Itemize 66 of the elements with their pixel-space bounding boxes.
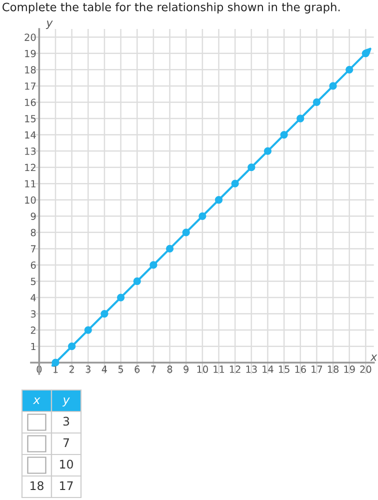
- point: [214, 196, 223, 204]
- point: [182, 228, 190, 236]
- point: [166, 244, 174, 253]
- point: [84, 326, 92, 334]
- point: [296, 114, 304, 122]
- point: [329, 82, 337, 90]
- text: x: [32, 398, 40, 404]
- y-tick-label: 16: [25, 98, 36, 106]
- x-tick-label: 18: [328, 366, 339, 373]
- x-tick-label: 7: [151, 366, 156, 373]
- x-tick-label: 20: [360, 366, 372, 373]
- y-tick-label: 5: [30, 278, 36, 286]
- y-tick-label: 18: [25, 66, 36, 74]
- point: [133, 277, 141, 286]
- y-axis-title: y: [46, 20, 53, 29]
- point: [248, 164, 256, 172]
- point: [280, 130, 288, 139]
- y-tick-label: 10: [25, 196, 36, 204]
- point: [346, 66, 354, 74]
- y-tick-label: 6: [30, 261, 36, 269]
- y-tick-label: 20: [24, 34, 36, 41]
- y-tick-label: 13: [25, 148, 36, 155]
- x-tick-label: 15: [278, 366, 290, 373]
- x-tick-label: 12: [230, 366, 240, 373]
- point: [68, 342, 76, 350]
- x-tick-label: 17: [312, 366, 322, 373]
- point: [264, 147, 272, 155]
- point: [198, 212, 206, 220]
- x-tick-label: 19: [344, 366, 355, 373]
- x-tick-label: 14: [262, 366, 274, 373]
- y-tick-label: 12: [25, 164, 36, 172]
- chart-title: Complete the table for the relationship shown in the graph.: [2, 2, 340, 14]
- point: [100, 310, 108, 318]
- y-tick-label: 8: [30, 228, 36, 236]
- point: [231, 180, 239, 188]
- y-tick-label: 17: [25, 82, 36, 90]
- point: [116, 294, 125, 302]
- y-tick-label: 3: [30, 310, 36, 318]
- x-tick-label: 2: [69, 366, 74, 373]
- x-tick-label: 4: [102, 366, 108, 373]
- x-tick-label: 16: [295, 366, 306, 373]
- text: 10: [60, 460, 73, 469]
- y-tick-label: 14: [25, 131, 36, 138]
- y-tick-label: 7: [30, 245, 36, 252]
- x-axis-title: x: [370, 354, 378, 361]
- point: [312, 98, 321, 106]
- y-tick-label: 19: [25, 50, 36, 58]
- text: 3: [63, 416, 70, 426]
- text: y: [62, 398, 70, 406]
- x-tick-label: 8: [167, 366, 172, 373]
- x-tick-label: 9: [184, 366, 188, 373]
- y-tick-label: 2: [30, 326, 36, 334]
- x-tick-label: 3: [86, 366, 90, 373]
- text: 17: [60, 481, 73, 490]
- x-tick-label: 6: [134, 366, 140, 373]
- x-tick-label: 13: [246, 366, 257, 373]
- y-tick-label: 4: [30, 294, 36, 302]
- x-tick-label: 10: [197, 366, 208, 373]
- x-tick-label: 11: [214, 366, 224, 373]
- y-tick-label: 1: [31, 342, 36, 350]
- y-tick-label: 9: [30, 212, 36, 220]
- y-tick-label: 15: [25, 115, 36, 122]
- y-tick-label: 11: [25, 180, 36, 188]
- text: 7: [63, 438, 69, 448]
- point: [150, 261, 158, 269]
- x-tick-label: 5: [118, 366, 124, 373]
